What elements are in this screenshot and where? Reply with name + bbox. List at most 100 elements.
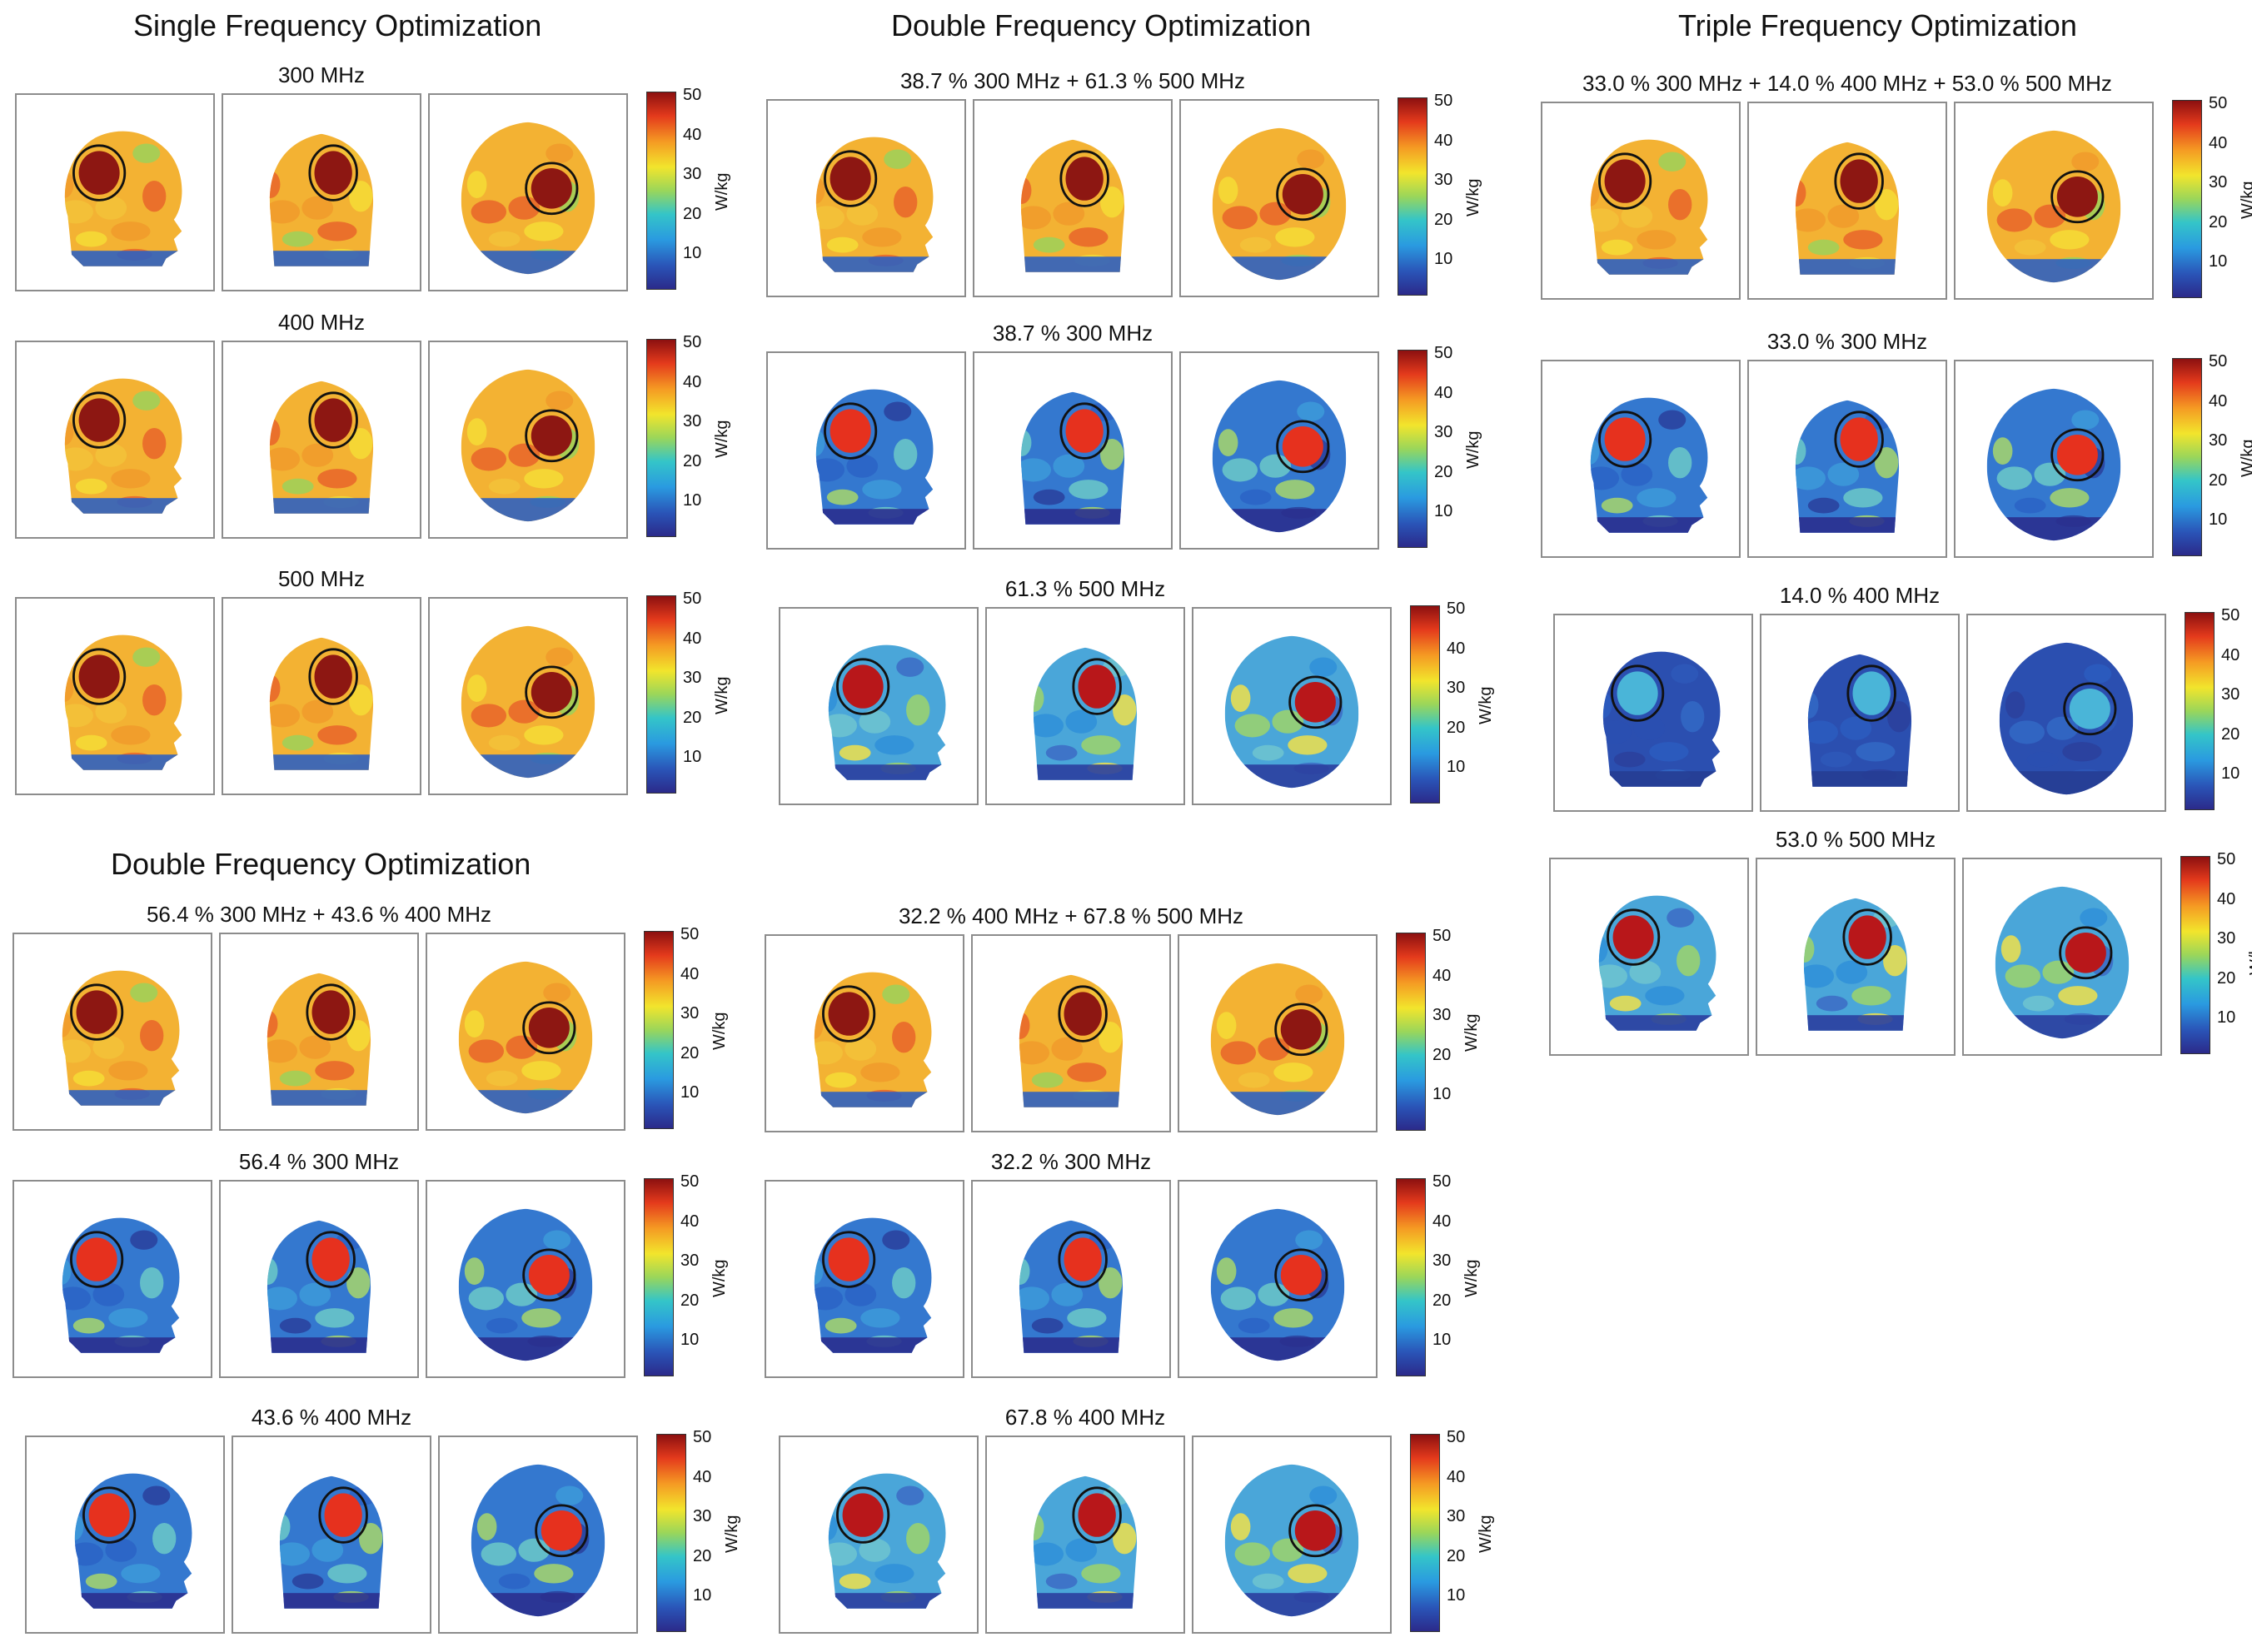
- colorbar-tick-label: 50: [1447, 1428, 1466, 1446]
- sar-map: [814, 972, 932, 1107]
- colorbar-tick-label: 20: [1447, 718, 1466, 737]
- colorbar-unit-label: W/kg: [1477, 686, 1495, 724]
- colorbar-gradient: [646, 339, 676, 537]
- sar-map: [1210, 1208, 1345, 1361]
- sagittal-view-panel: [1553, 614, 1753, 812]
- sagittal-view-panel: [12, 1180, 212, 1378]
- sar-map: [1598, 895, 1716, 1031]
- colorbar-tick-label: 20: [683, 708, 702, 727]
- sar-row: 32.2 % 300 MHz 10 20 30 40 50 W/kg: [765, 1149, 1481, 1378]
- sar-map: [64, 634, 182, 770]
- sar-map: [269, 381, 374, 514]
- sar-map: [1986, 388, 2121, 541]
- colorbar-tick-label: 10: [2217, 1008, 2236, 1028]
- axial-view-panel: [428, 597, 628, 795]
- sar-row: 56.4 % 300 MHz 10 20 30 40 50 W/kg: [12, 1149, 729, 1378]
- sar-map: [1602, 651, 1721, 787]
- section-title-double-bottom: Double Frequency Optimization: [111, 847, 531, 881]
- colorbar-tick-label: 20: [1434, 210, 1453, 229]
- sagittal-view-panel: [765, 934, 964, 1132]
- axial-view-panel: [1192, 1436, 1392, 1634]
- colorbar-unit-label: W/kg: [1464, 178, 1482, 216]
- colorbar-tick-label: 10: [680, 1331, 700, 1350]
- colorbar-gradient: [1410, 605, 1440, 804]
- colorbar-gradient: [644, 1178, 674, 1376]
- colorbar-tick-label: 10: [2221, 764, 2240, 784]
- row-label: 56.4 % 300 MHz: [238, 1149, 400, 1174]
- colorbar-tick-label: 40: [683, 629, 702, 648]
- colorbar-tick-label: 40: [683, 125, 702, 144]
- sar-map: [1212, 127, 1347, 281]
- coronal-view-panel: [219, 933, 419, 1131]
- colorbar-tick-label: 10: [1432, 1331, 1452, 1350]
- colorbar-tick-label: 40: [1432, 966, 1452, 985]
- colorbar-tick-label: 50: [1432, 927, 1452, 945]
- colorbar-gradient: [1396, 933, 1426, 1131]
- coronal-view-panel: [971, 1180, 1171, 1378]
- colorbar-tick-label: 20: [683, 451, 702, 470]
- row-label: 33.0 % 300 MHz + 14.0 % 400 MHz + 53.0 %…: [1582, 71, 2112, 96]
- section-title-single: Single Frequency Optimization: [133, 8, 542, 42]
- sar-map: [1033, 647, 1138, 780]
- axial-view-panel: [1962, 858, 2162, 1056]
- colorbar-tick-label: 30: [2217, 929, 2236, 948]
- colorbar-unit-label: W/kg: [723, 1515, 741, 1553]
- colorbar-tick-label: 30: [1432, 1251, 1452, 1271]
- row-label: 500 MHz: [277, 566, 366, 591]
- axial-view-panel: [426, 1180, 625, 1378]
- colorbar-tick-label: 20: [2209, 212, 2228, 231]
- row-label: 38.7 % 300 MHz: [992, 321, 1153, 346]
- sar-map: [461, 122, 595, 275]
- colorbar-tick-label: 30: [680, 1251, 700, 1271]
- colorbar-gradient: [1410, 1434, 1440, 1632]
- colorbar-tick-label: 40: [2217, 889, 2236, 908]
- colorbar-tick-label: 10: [683, 244, 702, 263]
- colorbar-gradient: [646, 595, 676, 794]
- sar-map: [64, 378, 182, 514]
- sar-map: [461, 369, 595, 522]
- axial-view-panel: [428, 93, 628, 291]
- sar-map: [471, 1464, 605, 1617]
- colorbar-gradient: [2172, 100, 2202, 298]
- sagittal-view-panel: [766, 351, 966, 550]
- axial-view-panel: [426, 933, 625, 1131]
- colorbar-tick-label: 40: [1447, 1467, 1466, 1486]
- colorbar-tick-label: 50: [683, 333, 702, 351]
- colorbar-unit-label: W/kg: [1462, 1259, 1481, 1297]
- sar-map: [1019, 1220, 1124, 1353]
- colorbar-tick-label: 30: [680, 1004, 700, 1023]
- colorbar-tick-label: 10: [2209, 510, 2228, 530]
- colorbar-unit-label: W/kg: [2239, 181, 2252, 219]
- coronal-view-panel: [971, 934, 1171, 1132]
- colorbar-tick-label: 20: [2209, 470, 2228, 490]
- colorbar-gradient: [2172, 358, 2202, 556]
- sar-map: [1020, 139, 1125, 272]
- sar-map: [1033, 1475, 1138, 1609]
- sar-map: [1224, 1464, 1359, 1617]
- axial-view-panel: [438, 1436, 638, 1634]
- sar-row: 43.6 % 400 MHz 10 20 30 40 50 W/kg: [25, 1405, 741, 1634]
- section-title-triple: Triple Frequency Optimization: [1678, 8, 2077, 42]
- row-label: 32.2 % 400 MHz + 67.8 % 500 MHz: [898, 903, 1244, 928]
- axial-view-panel: [1192, 607, 1392, 805]
- sar-map: [62, 1217, 180, 1353]
- coronal-view-panel: [1747, 360, 1947, 558]
- sar-map: [1803, 898, 1908, 1031]
- colorbar-tick-label: 20: [1447, 1546, 1466, 1565]
- colorbar-tick-label: 40: [1447, 639, 1466, 658]
- sar-map: [269, 637, 374, 770]
- colorbar-tick-label: 30: [683, 412, 702, 431]
- colorbar-tick-label: 10: [1432, 1085, 1452, 1104]
- colorbar-unit-label: W/kg: [2239, 439, 2252, 477]
- row-label: 53.0 % 500 MHz: [1775, 827, 1936, 852]
- sagittal-view-panel: [12, 933, 212, 1131]
- colorbar-unit-label: W/kg: [710, 1012, 729, 1050]
- colorbar-tick-label: 40: [1434, 383, 1453, 402]
- sagittal-view-panel: [765, 1180, 964, 1378]
